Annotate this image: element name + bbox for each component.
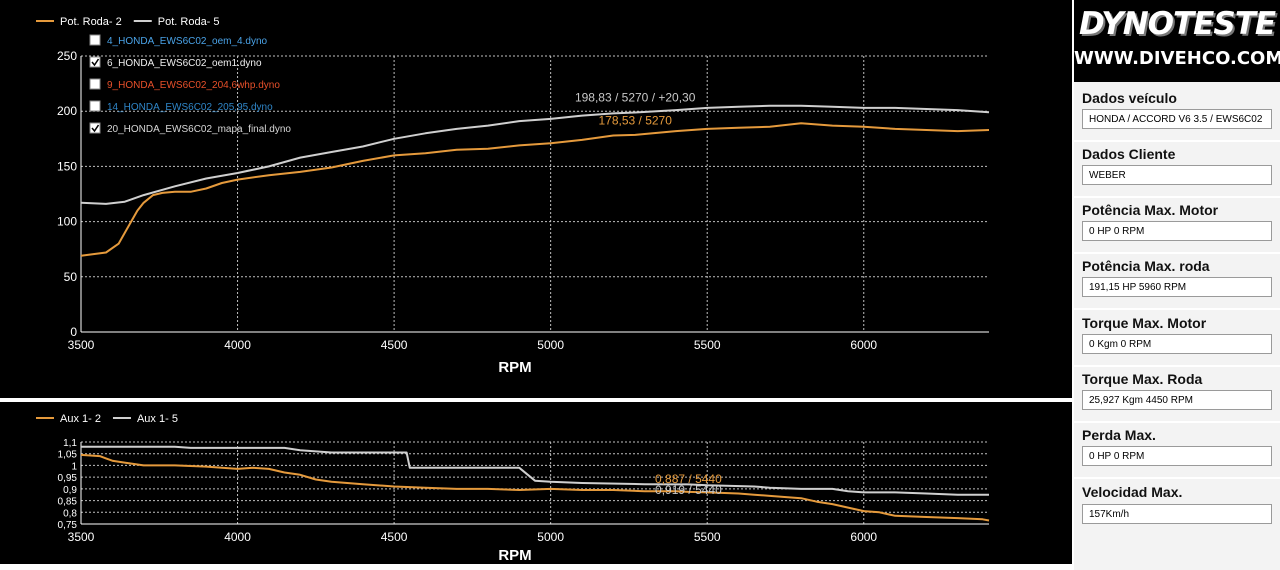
panel-separator (1074, 365, 1280, 367)
y-tick-label: 100 (57, 215, 77, 229)
y-tick-label: 1 (71, 461, 77, 472)
x-axis-title: RPM (498, 359, 531, 376)
series-line-1 (80, 122, 990, 257)
file-checkbox[interactable] (89, 100, 101, 112)
logo-title: DYNOTESTE (1078, 6, 1276, 42)
legend-label: Aux 1- 2 (60, 413, 101, 425)
max-loss-title: Perda Max. (1082, 427, 1156, 443)
series-line-1 (80, 453, 990, 522)
data-annotation: 198,83 / 5270 / +20,30 (575, 90, 696, 104)
status-strip (0, 564, 1072, 570)
aux-chart: 3500 4000 4500 5000 5500 60001,11,0510,950,90… (36, 413, 990, 564)
x-tick-label: 3500 (68, 530, 95, 544)
file-label[interactable]: 9_HONDA_EWS6C02_204,6whp.dyno (107, 80, 280, 91)
wheel-max-power-field[interactable]: 191,15 HP 5960 RPM (1082, 277, 1272, 297)
wheel-max-torque-title: Torque Max. Roda (1082, 371, 1203, 387)
engine-max-power-title: Potência Max. Motor (1082, 202, 1219, 218)
data-annotation: 0,919 / 5440 (655, 483, 722, 497)
y-tick-label: 1,1 (63, 438, 77, 449)
wheel-max-torque-field[interactable]: 25,927 Kgm 4450 RPM (1082, 390, 1272, 410)
engine-max-power-field[interactable]: 0 HP 0 RPM (1082, 221, 1272, 241)
legend-label: Aux 1- 5 (137, 413, 178, 425)
y-tick-label: 0,75 (58, 520, 78, 531)
wheel-max-power-title: Potência Max. roda (1082, 258, 1210, 274)
file-checkbox[interactable] (89, 122, 101, 134)
y-tick-label: 200 (57, 104, 77, 118)
x-tick-label: 6000 (850, 338, 877, 352)
x-tick-label: 4000 (224, 338, 251, 352)
panel-separator (1074, 477, 1280, 479)
y-tick-label: 0 (70, 325, 77, 339)
x-tick-label: 6000 (850, 530, 877, 544)
y-tick-label: 1,05 (58, 450, 78, 461)
series-line-2 (80, 104, 990, 205)
info-panel: DYNOTESTE WWW.DIVEHCO.COM Dados veículo … (1074, 0, 1280, 570)
checkmark-icon (91, 58, 100, 67)
x-tick-label: 5000 (537, 530, 564, 544)
max-loss-field[interactable]: 0 HP 0 RPM (1082, 446, 1272, 466)
data-annotation: 178,53 / 5270 (598, 113, 672, 127)
x-tick-label: 4000 (224, 530, 251, 544)
file-checkbox[interactable] (89, 56, 101, 68)
y-tick-label: 150 (57, 159, 77, 173)
file-label[interactable]: 4_HONDA_EWS6C02_oem_4.dyno (107, 36, 268, 47)
x-tick-label: 5500 (694, 338, 721, 352)
y-tick-label: 50 (64, 270, 78, 284)
vehicle-data-field[interactable]: HONDA / ACCORD V6 3.5 / EWS6C02 (1082, 109, 1272, 129)
chart-area: 3500 4000 4500 5000 5500 6000 0 50 100 150 200 250 R… (0, 0, 1072, 570)
engine-max-torque-title: Torque Max. Motor (1082, 315, 1207, 331)
panel-separator (1074, 196, 1280, 198)
legend-label: Pot. Roda- 5 (158, 16, 220, 28)
brand-logo: DYNOTESTE WWW.DIVEHCO.COM (1074, 0, 1280, 82)
data-annotation: 0,887 / 5440 (655, 472, 722, 486)
panel-separator (1074, 140, 1280, 142)
panel-separator (1074, 308, 1280, 310)
legend-label: Pot. Roda- 2 (60, 16, 122, 28)
y-tick-label: 0,95 (58, 473, 78, 484)
series-line-2 (81, 445, 989, 496)
file-checkbox[interactable] (89, 78, 101, 90)
x-tick-label: 5000 (537, 338, 564, 352)
y-tick-label: 0,85 (58, 497, 78, 508)
x-axis-title: RPM (498, 547, 531, 564)
client-data-field[interactable]: WEBER (1082, 165, 1272, 185)
checkmark-icon (91, 124, 100, 133)
y-tick-label: 0,8 (63, 508, 77, 519)
max-speed-field[interactable]: 157Km/h (1082, 504, 1272, 524)
x-tick-label: 5500 (694, 530, 721, 544)
y-tick-label: 0,9 (63, 485, 77, 496)
file-label[interactable]: 6_HONDA_EWS6C02_oem1.dyno (107, 58, 262, 69)
x-tick-label: 4500 (381, 530, 408, 544)
engine-max-torque-field[interactable]: 0 Kgm 0 RPM (1082, 334, 1272, 354)
file-label[interactable]: 14_HONDA_EWS6C02_205,95.dyno (107, 102, 273, 113)
x-tick-label: 4500 (381, 338, 408, 352)
file-label[interactable]: 20_HONDA_EWS6C02_mapa_final.dyno (107, 124, 291, 135)
panel-separator (1074, 421, 1280, 423)
client-data-title: Dados Cliente (1082, 146, 1176, 162)
panel-separator (1074, 252, 1280, 254)
power-chart: 3500 4000 4500 5000 5500 6000 0 50 100 150 200 250 R… (36, 16, 990, 376)
y-tick-label: 250 (57, 49, 77, 63)
x-tick-label: 3500 (68, 338, 95, 352)
max-speed-title: Velocidad Max. (1082, 484, 1183, 500)
logo-website: WWW.DIVEHCO.COM (1074, 48, 1280, 69)
vehicle-data-title: Dados veículo (1082, 90, 1177, 106)
file-checkbox[interactable] (89, 34, 101, 46)
chart-divider (0, 398, 1072, 402)
